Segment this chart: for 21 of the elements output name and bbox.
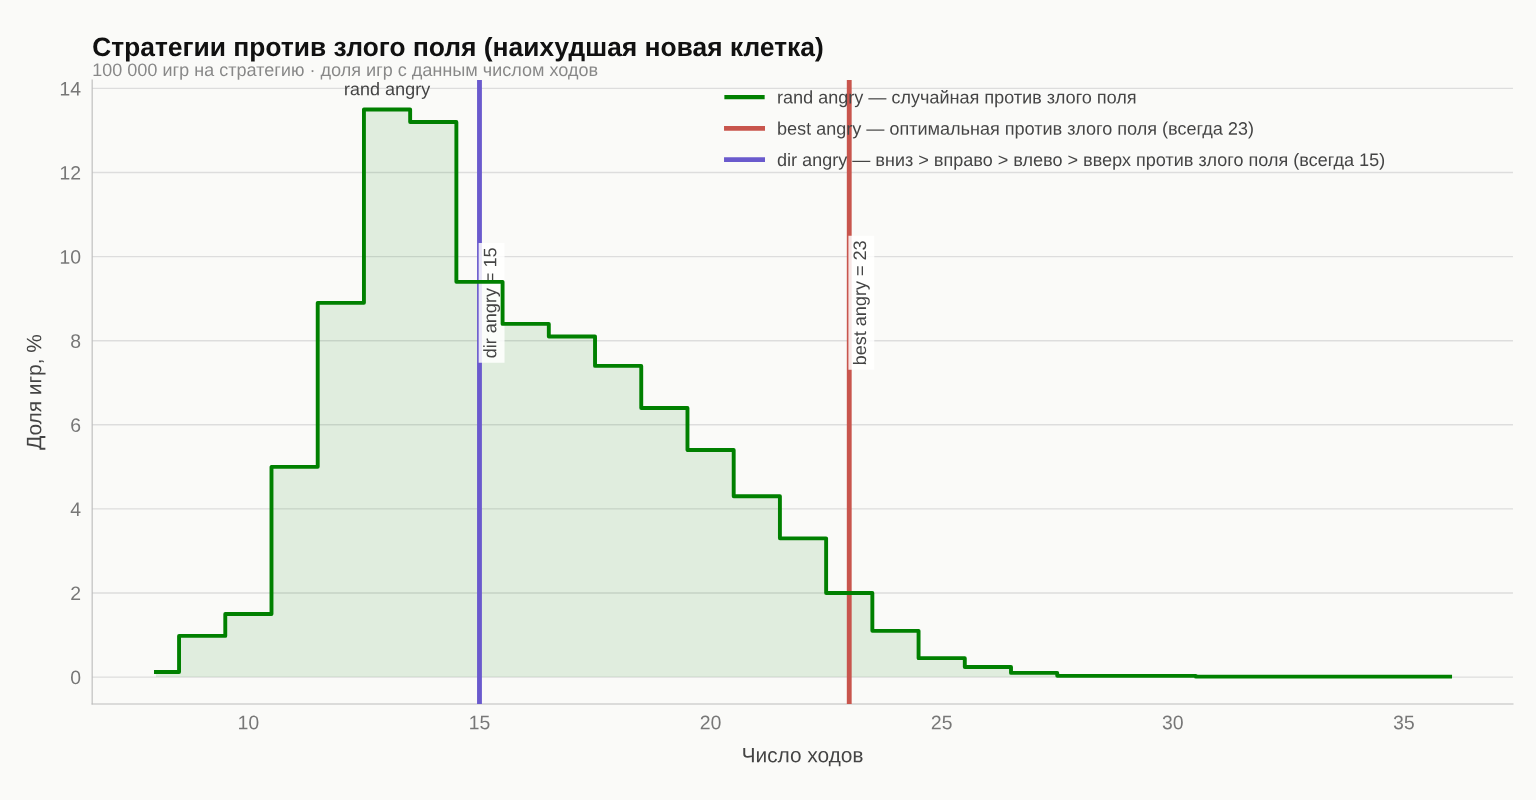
x-tick-label: 25: [931, 715, 952, 730]
y-axis-title: Доля игр, %: [26, 334, 46, 450]
y-tick-label: 14: [60, 82, 81, 96]
x-tick-label: 35: [1393, 715, 1414, 730]
y-tick-label: 10: [60, 250, 81, 264]
x-tick-label: 15: [470, 715, 490, 730]
annotation: dir angry — вниз > вправо > влево > вверх против злого поля (всегда 15): [777, 152, 1385, 170]
y-tick-label: 8: [71, 334, 81, 348]
y-tick-label: 6: [71, 418, 81, 433]
chart-title: Стратегии против злого поля (наихудшая новая клетка): [93, 36, 823, 62]
y-tick-label: 12: [60, 165, 81, 180]
chart-subtitle: 100 000 игр на стратегию · доля игр с данным числом ходов: [93, 63, 598, 80]
x-axis-title: Число ходов: [743, 747, 863, 767]
x-tick-label: 20: [700, 715, 721, 730]
x-tick-label: 10: [239, 715, 259, 730]
y-tick-label: 4: [70, 502, 81, 516]
y-tick-label: 0: [71, 670, 81, 685]
y-tick-label: 2: [71, 586, 81, 601]
annotation: rand angry: [345, 82, 431, 99]
ref-line-label: best angry = 23: [852, 241, 870, 365]
x-tick-label: 30: [1162, 715, 1183, 730]
